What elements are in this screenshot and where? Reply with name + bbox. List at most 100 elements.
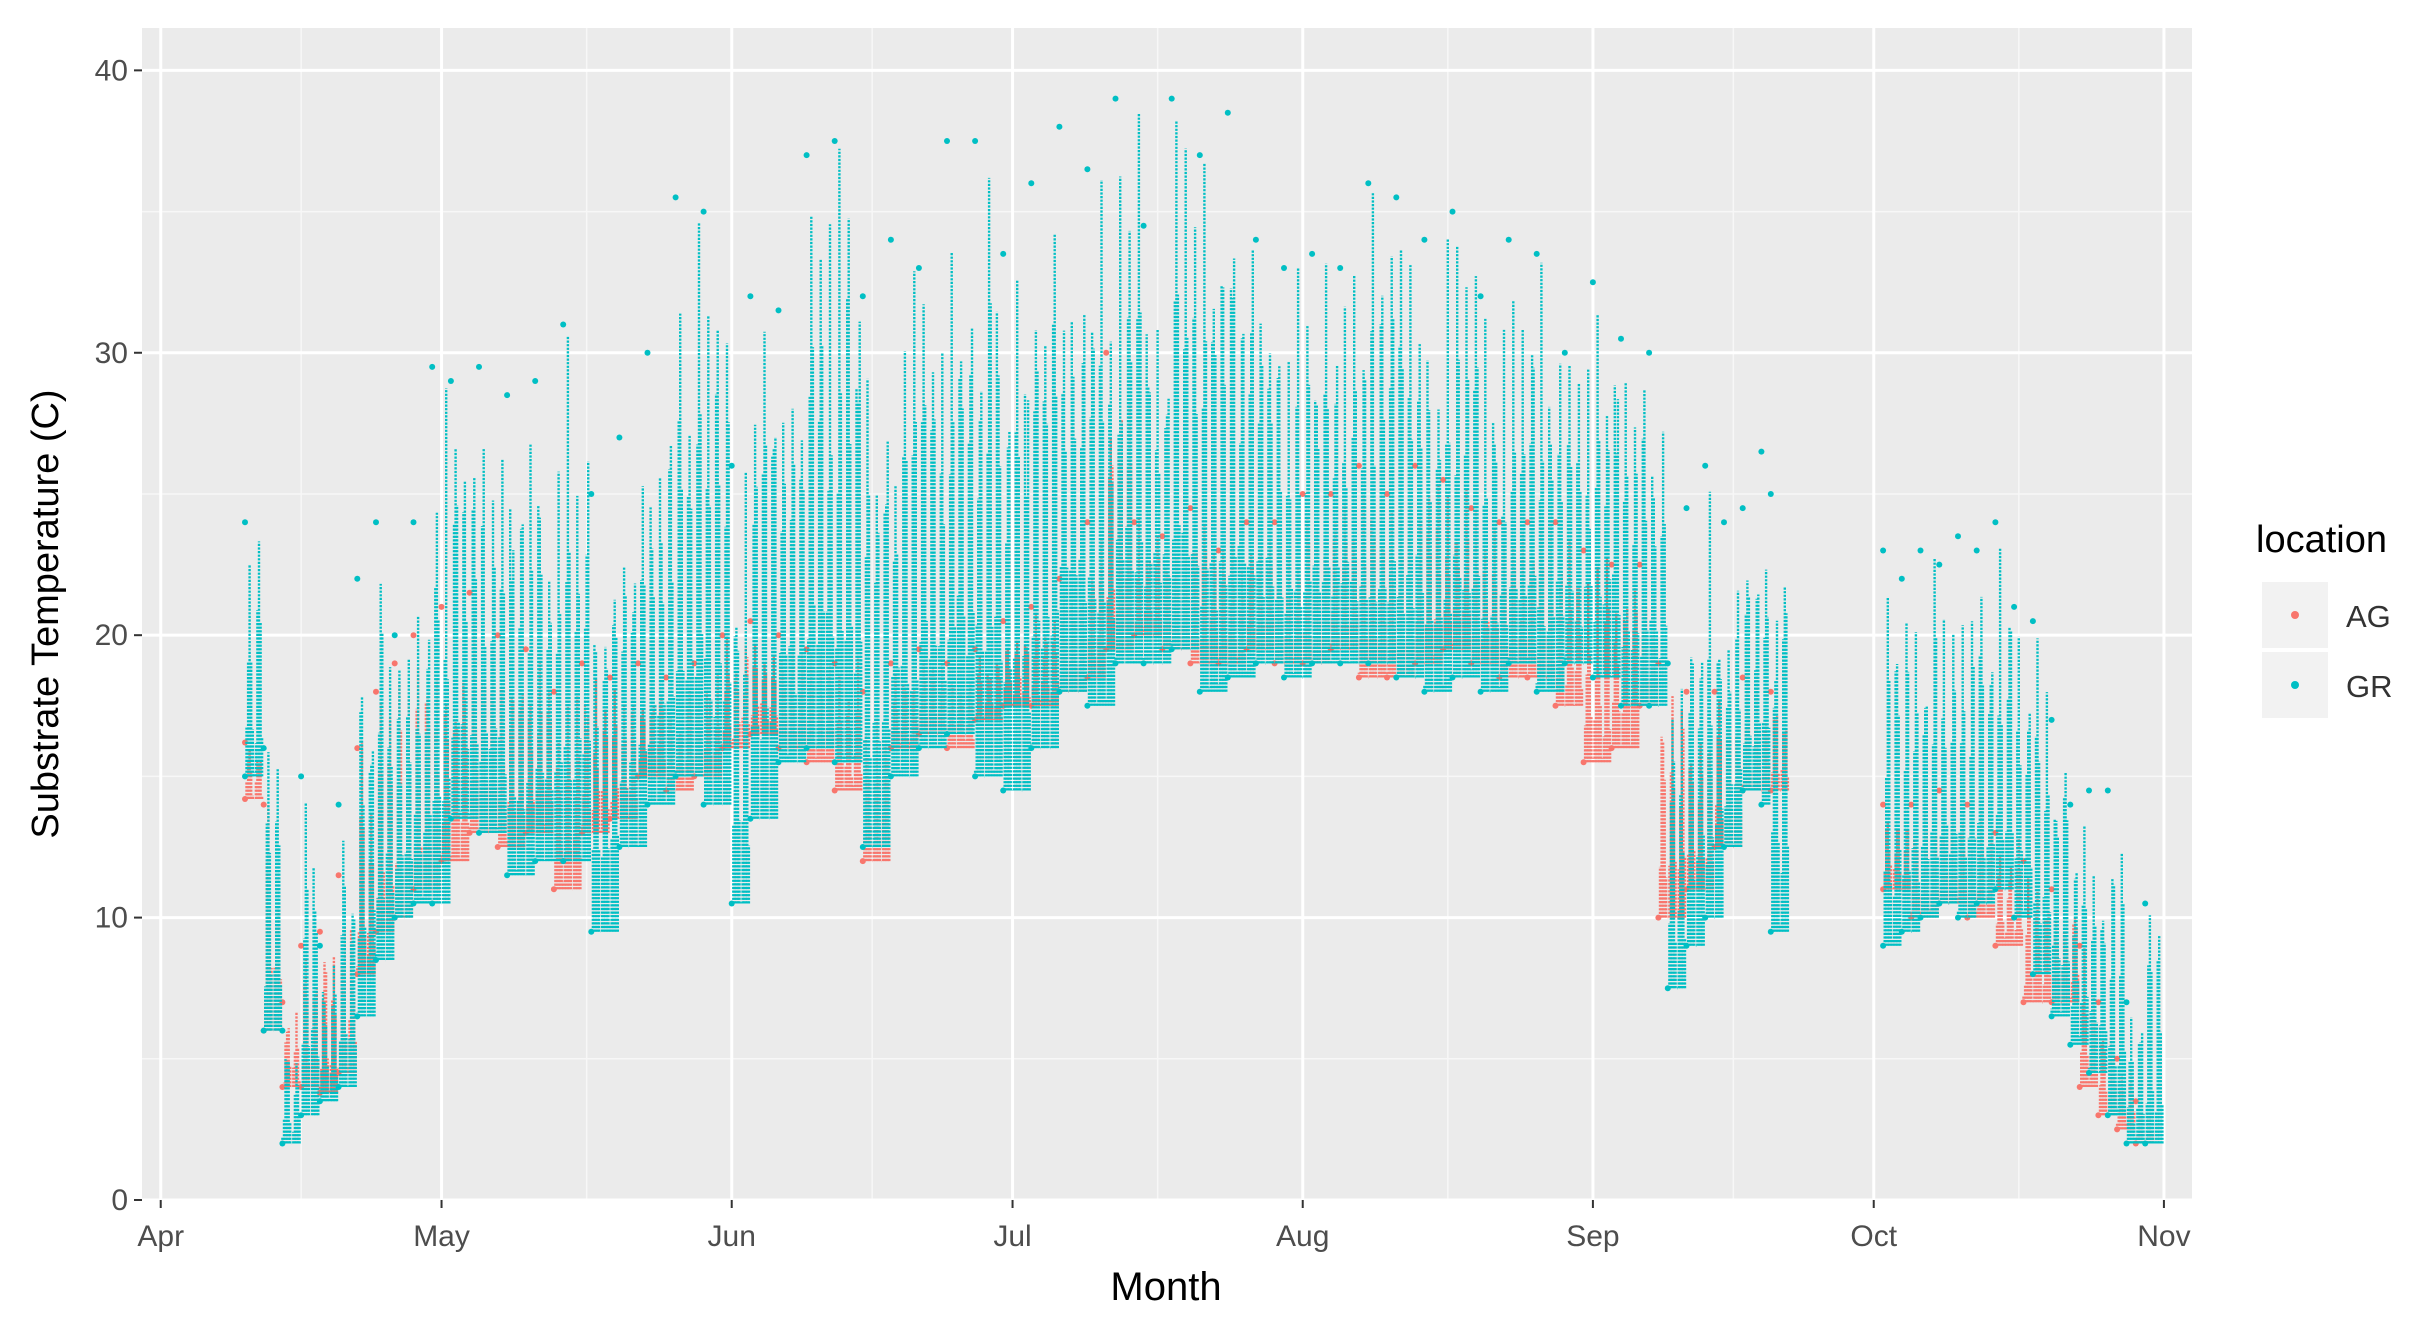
series-ag-low-point: [1655, 914, 1662, 921]
series-gr-low-point: [2029, 971, 2036, 978]
series-ag-low-point: [1524, 674, 1531, 681]
series-ag-peak-point: [1355, 462, 1362, 469]
series-gr-points: [242, 95, 2164, 1147]
series-ag-low-point: [494, 844, 501, 850]
x-tick-label: Jul: [993, 1220, 1031, 1253]
series-gr-peak-point: [1112, 95, 1119, 102]
series-ag-peak-point: [719, 632, 726, 639]
series-ag-low-point: [242, 796, 248, 802]
series-gr-low-point: [1477, 688, 1484, 695]
series-ag-peak-point: [1767, 688, 1774, 695]
series-ag-peak-point: [1739, 674, 1746, 681]
series-gr-peak-point: [1683, 505, 1690, 512]
series-ag-low-point: [550, 886, 557, 893]
series-ag-low-point: [1355, 674, 1362, 681]
legend-label-ag: AG: [2346, 599, 2391, 634]
series-gr-low-point: [2104, 1112, 2111, 1119]
series-gr-peak-point: [1664, 660, 1671, 667]
x-axis: Apr May Jun Jul Aug Sep Oct Nov: [137, 1200, 2191, 1253]
legend-item-ag: AG: [2262, 582, 2391, 648]
series-ag-peak-point: [1271, 519, 1278, 526]
series-gr-peak-point: [1393, 194, 1400, 201]
series-ag-peak-point: [1103, 349, 1110, 356]
series-gr-peak-point: [728, 462, 735, 469]
y-tick-label: 10: [95, 902, 128, 935]
series-ag-low-point: [2114, 1126, 2121, 1133]
series-gr-low-point: [2142, 1140, 2149, 1147]
series-ag-peak-point: [1908, 801, 1915, 808]
series-gr-peak-point: [1449, 208, 1456, 215]
series-ag-peak-point: [1159, 533, 1166, 540]
series-ag-peak-point: [466, 589, 473, 596]
legend-label-gr: GR: [2346, 669, 2393, 704]
series-gr-peak-point: [279, 1027, 286, 1034]
series-gr-peak-point: [373, 519, 379, 526]
series-ag-peak-point: [579, 660, 585, 667]
series-gr-low-point: [944, 731, 950, 737]
series-ag-peak-point: [2114, 1055, 2121, 1062]
series-gr-low-point: [1683, 942, 1690, 949]
series-gr-peak-point: [354, 575, 361, 582]
series-ag-peak-point: [1384, 491, 1390, 497]
series-gr-peak-point: [560, 321, 567, 328]
series-ag-low-point: [1608, 745, 1615, 752]
series-gr-peak-point: [1936, 561, 1943, 568]
series-gr-low-point: [560, 858, 567, 865]
series-ag-peak-point: [1880, 801, 1887, 808]
series-gr-low-point: [1758, 801, 1765, 808]
series-gr-peak-point: [2086, 787, 2092, 794]
series-gr-low-point: [391, 914, 398, 921]
series-gr-low-point: [1112, 660, 1119, 667]
series-ag-peak-point: [1711, 688, 1718, 695]
series-ag-peak-point: [1608, 561, 1615, 568]
series-gr-low-point: [803, 745, 810, 752]
series-ag-peak-point: [335, 872, 342, 879]
series-gr-peak-point: [1477, 293, 1484, 300]
series-gr-low-point: [242, 773, 248, 780]
series-gr-low-point: [1252, 660, 1259, 667]
x-tick-label: Oct: [1850, 1220, 1897, 1253]
series-gr-peak-point: [1309, 250, 1316, 257]
series-gr-low-point: [1168, 646, 1175, 653]
series-gr-low-point: [532, 858, 539, 865]
series-ag-peak-point: [1327, 491, 1334, 497]
series-gr-peak-point: [260, 745, 267, 752]
series-ag-low-point: [466, 829, 473, 836]
series-gr-peak-point: [944, 138, 950, 144]
plot-panel: [142, 28, 2192, 1200]
series-ag-low-point: [859, 858, 866, 865]
series-ag-peak-point: [410, 632, 417, 639]
series-ag-peak-point: [1496, 519, 1503, 526]
series-ag-peak-point: [438, 603, 445, 610]
series-gr-peak-point: [2123, 999, 2130, 1006]
x-tick-label: May: [413, 1220, 470, 1253]
series-gr-low-point: [1281, 674, 1287, 681]
series-gr-low-point: [728, 900, 735, 907]
series-ag-peak-point: [2076, 942, 2083, 949]
series-ag-peak-point: [663, 674, 670, 681]
series-gr-low-point: [1393, 674, 1400, 681]
series-ag-peak-point: [1056, 575, 1063, 582]
series-gr-low-point: [373, 957, 379, 963]
series-gr-low-point: [335, 1084, 342, 1090]
series-gr-peak-point: [1281, 265, 1287, 271]
series-gr-peak-point: [1337, 265, 1344, 271]
series-gr-low-point: [1421, 688, 1428, 695]
series-ag-peak-point: [1243, 519, 1250, 526]
series-gr-low-point: [1898, 928, 1905, 935]
series-gr-low-point: [1533, 688, 1540, 695]
series-gr-peak-point: [1000, 250, 1007, 257]
series-gr-low-point: [859, 844, 866, 850]
series-gr-low-point: [1646, 702, 1653, 709]
series-gr-peak-point: [1646, 349, 1653, 356]
series-ag-peak-point: [522, 646, 529, 653]
series-gr-peak-point: [1973, 547, 1980, 554]
series-gr-peak-point: [1721, 519, 1727, 526]
series-gr-peak-point: [504, 392, 511, 399]
series-gr-low-point: [1449, 674, 1456, 681]
series-gr-peak-point: [2011, 603, 2018, 610]
series-gr-low-point: [915, 745, 922, 752]
series-ag-peak-point: [607, 674, 613, 681]
series-gr-low-point: [588, 928, 595, 935]
